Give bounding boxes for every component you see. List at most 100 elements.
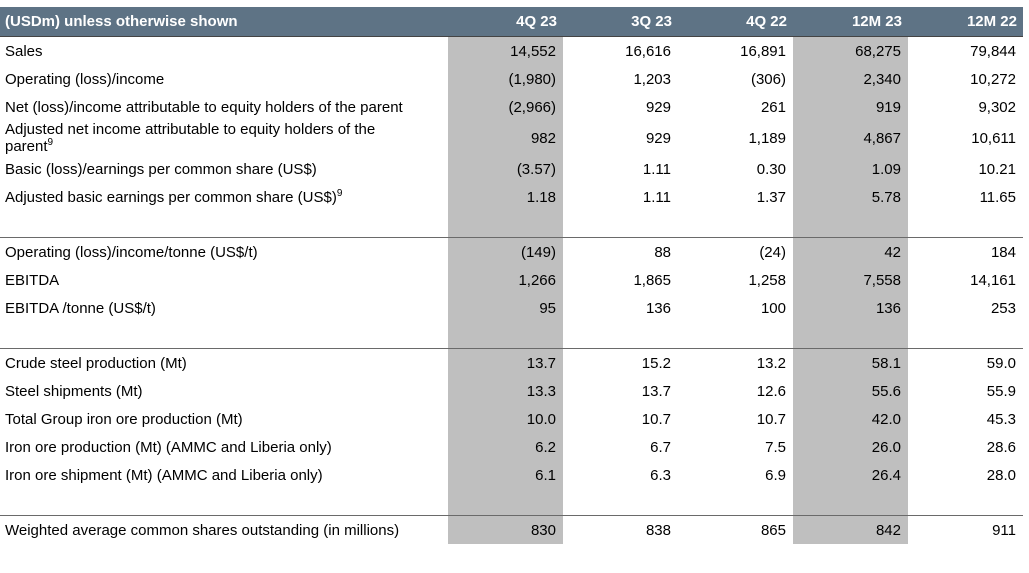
cell-value: 911 [992,521,1016,539]
row-label-text: Basic (loss)/earnings per common share (… [5,160,317,178]
cell-value: 45.3 [986,410,1016,428]
spacer-cell [908,489,1023,516]
row-label-text: Sales [5,42,43,60]
cell-value: 7,558 [793,266,908,294]
cell-value: 16,891 [740,42,786,60]
row-label: Adjusted basic earnings per common share… [0,183,448,211]
cell-value: 13.3 [448,377,563,405]
cell-value: 12.6 [756,382,786,400]
table-row: Adjusted basic earnings per common share… [0,183,1023,211]
header-title: (USDm) unless otherwise shown [0,7,448,37]
cell-value: 14,552 [448,36,563,65]
row-label-text: Operating (loss)/income/tonne (US$/t) [5,243,258,261]
cell-value: 929 [645,98,671,116]
cell-value: 184 [990,243,1016,261]
row-label-text: Weighted average common shares outstandi… [5,521,400,539]
table-row: Sales 14,552 16,616 16,891 68,275 79,844 [0,36,1023,65]
row-label: Total Group iron ore production (Mt) [0,405,448,433]
cell-value: 13.2 [756,354,786,372]
table-row: Iron ore shipment (Mt) (AMMC and Liberia… [0,461,1023,489]
cell-value: 1,258 [748,271,786,289]
spacer-cell [563,322,678,349]
cell-value: 58.1 [793,348,908,377]
cell-value: 1.11 [642,188,671,206]
cell-value: 28.6 [986,438,1016,456]
cell-value: (306) [750,70,786,88]
spacer-cell [678,489,793,516]
cell-value: 136 [793,294,908,322]
cell-value: 100 [760,299,786,317]
table-row: Net (loss)/income attributable to equity… [0,93,1023,121]
spacer-cell [0,322,448,349]
spacer-cell [0,489,448,516]
spacer-cell [563,211,678,238]
cell-value: 5.78 [793,183,908,211]
cell-value: 28.0 [986,466,1016,484]
row-label-text: Crude steel production (Mt) [5,354,187,372]
spacer-cell [0,211,448,238]
spacer-cell [908,322,1023,349]
row-label: Operating (loss)/income [0,65,448,93]
cell-value: 6.3 [650,466,671,484]
cell-value: 13.7 [641,382,671,400]
table-row: Adjusted net income attributable to equi… [0,121,1023,155]
cell-value: 7.5 [765,438,786,456]
cell-value: 10.0 [448,405,563,433]
cell-value: 253 [990,299,1016,317]
row-label-text: EBITDA /tonne (US$/t) [5,299,156,317]
table-row: Basic (loss)/earnings per common share (… [0,155,1023,183]
table-row: Iron ore production (Mt) (AMMC and Liber… [0,433,1023,461]
cell-value: 842 [793,515,908,544]
cell-value: (1,980) [448,65,563,93]
cell-value: 136 [645,299,671,317]
table-row: EBITDA 1,266 1,865 1,258 7,558 14,161 [0,266,1023,294]
spacer-cell [793,322,908,349]
cell-value: 4,867 [793,121,908,155]
cell-value: 919 [793,93,908,121]
cell-value: 6.2 [448,433,563,461]
cell-value: 261 [760,98,786,116]
spacer-cell [448,322,563,349]
spacer-cell [448,489,563,516]
row-label: Crude steel production (Mt) [0,349,448,378]
cell-value: 26.4 [793,461,908,489]
cell-value: 0.30 [756,160,786,178]
row-label-text: Iron ore production (Mt) (AMMC and Liber… [5,438,332,456]
spacer-cell [448,211,563,238]
cell-value: 10.7 [641,410,671,428]
cell-value: 838 [645,521,671,539]
cell-value: 1,189 [748,129,786,147]
row-label: Steel shipments (Mt) [0,377,448,405]
cell-value: 59.0 [986,354,1016,372]
cell-value: 10,611 [971,129,1016,147]
cell-value: (149) [448,237,563,266]
cell-value: 15.2 [641,354,671,372]
cell-value: 14,161 [970,271,1016,289]
cell-value: 11.65 [979,188,1016,206]
row-label: Iron ore production (Mt) (AMMC and Liber… [0,433,448,461]
column-header: 3Q 23 [563,7,678,37]
cell-value: 79,844 [970,42,1016,60]
cell-value: 9,302 [978,98,1016,116]
footnote-ref: 9 [47,137,54,148]
cell-value: 929 [645,129,671,147]
cell-value: (3.57) [448,155,563,183]
table-body: Sales 14,552 16,616 16,891 68,275 79,844 Opera… [0,36,1023,544]
row-label-text: Steel shipments (Mt) [5,382,143,400]
row-label: Operating (loss)/income/tonne (US$/t) [0,238,448,267]
cell-value: 1,865 [633,271,671,289]
spacer-cell [793,211,908,238]
cell-value: 6.7 [650,438,671,456]
row-label: Net (loss)/income attributable to equity… [0,93,448,121]
table-row: Steel shipments (Mt) 13.3 13.7 12.6 55.6 55.9 [0,377,1023,405]
column-header: 4Q 22 [678,7,793,37]
cell-value: 2,340 [793,65,908,93]
cell-value: 88 [654,243,671,261]
cell-value: 95 [448,294,563,322]
row-label: Adjusted net income attributable to equi… [0,121,448,155]
table-row: Total Group iron ore production (Mt) 10.0… [0,405,1023,433]
cell-value: 1.09 [793,155,908,183]
cell-value: 10,272 [970,70,1016,88]
row-label-text: Adjusted basic earnings per common share… [5,188,337,206]
cell-value: 865 [760,521,786,539]
